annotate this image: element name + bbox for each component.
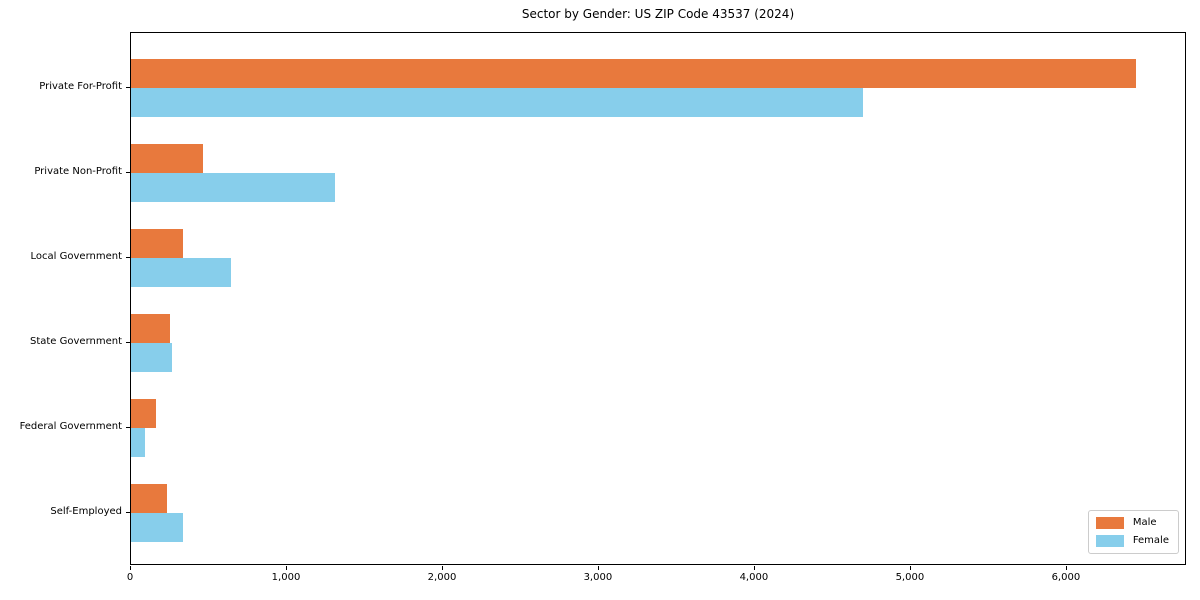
y-tick-label-5: Self-Employed: [50, 506, 122, 517]
y-tick-label-0: Private For-Profit: [39, 81, 122, 92]
legend-entry-female: Female: [1095, 535, 1169, 547]
legend-label-female: Female: [1132, 535, 1169, 546]
y-tick-mark: [126, 257, 130, 258]
y-tick-mark: [126, 512, 130, 513]
bar-male-3: [131, 314, 170, 343]
x-tick-mark: [442, 566, 443, 570]
y-tick-label-4: Federal Government: [19, 421, 122, 432]
x-tick-label-1: 1,000: [271, 572, 301, 583]
bar-female-5: [131, 513, 184, 542]
bar-male-4: [131, 399, 156, 428]
y-tick-mark: [126, 342, 130, 343]
x-tick-label-0: 0: [126, 572, 134, 583]
x-tick-mark: [1065, 566, 1067, 570]
bar-female-0: [131, 88, 863, 117]
y-tick-label-3: State Government: [29, 336, 122, 347]
bar-female-3: [131, 343, 173, 372]
y-tick-label-1: Private Non-Profit: [34, 166, 122, 177]
bar-male-0: [131, 59, 1136, 88]
x-tick-mark: [753, 566, 755, 570]
bar-female-2: [131, 258, 231, 287]
bar-female-4: [131, 428, 145, 457]
x-tick-label-6: 6,000: [1051, 572, 1081, 583]
bar-female-1: [131, 173, 336, 202]
legend-swatch-male: [1095, 517, 1124, 529]
x-tick-mark: [597, 566, 599, 570]
y-tick-mark: [126, 427, 130, 428]
legend-label-male: Male: [1132, 517, 1157, 528]
y-tick-mark: [126, 87, 130, 88]
bar-male-5: [131, 484, 167, 513]
x-tick-label-3: 3,000: [583, 572, 613, 583]
bar-male-1: [131, 144, 203, 173]
x-tick-label-5: 5,000: [895, 572, 925, 583]
plot-area: Male Female: [130, 32, 1186, 565]
bar-male-2: [131, 229, 184, 258]
x-tick-mark: [286, 566, 287, 570]
x-tick-mark: [130, 566, 131, 570]
y-tick-mark: [126, 172, 130, 173]
chart-title: Sector by Gender: US ZIP Code 43537 (202…: [521, 7, 795, 21]
legend-swatch-female: [1095, 535, 1124, 547]
y-tick-label-2: Local Government: [30, 251, 122, 262]
legend: Male Female: [1087, 510, 1179, 554]
x-tick-label-4: 4,000: [739, 572, 769, 583]
x-tick-mark: [909, 566, 911, 570]
x-tick-label-2: 2,000: [427, 572, 457, 583]
legend-entry-male: Male: [1095, 517, 1169, 529]
